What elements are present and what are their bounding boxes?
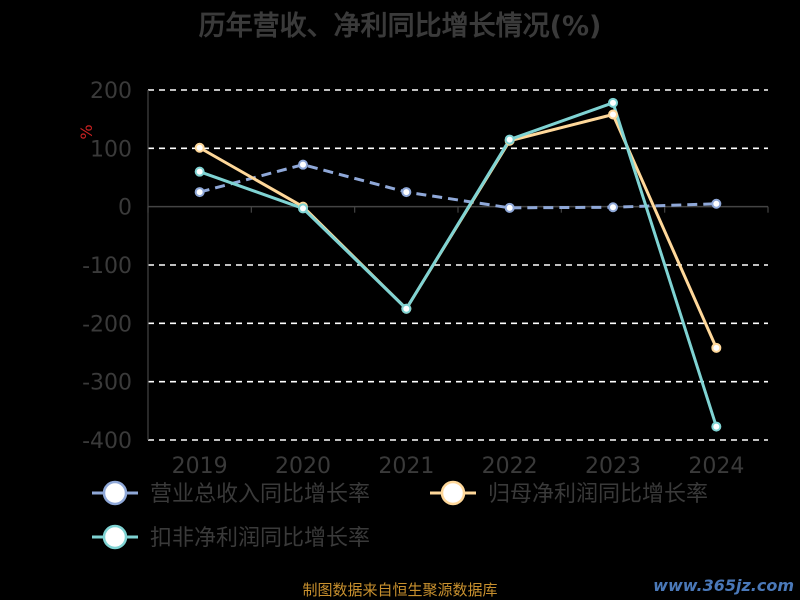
legend-marker [102,524,128,550]
y-tick-label: -100 [82,254,132,279]
data-point [401,187,412,198]
y-tick-label: 200 [90,79,132,104]
x-tick-label: 2020 [275,454,331,479]
data-point [608,109,618,120]
y-axis-ticks: 200 100 0 -100 -200 -300 -400 [82,79,132,454]
data-point [194,142,205,153]
series-lines [194,97,722,432]
y-tick-label: -400 [82,429,132,454]
data-point [711,421,722,432]
data-point [298,159,308,170]
data-point [608,97,618,108]
data-point [711,198,722,209]
y-tick-label: 0 [118,196,132,221]
legend-label: 扣非净利润同比增长率 [150,526,370,551]
data-point [608,202,618,213]
y-tick-label: -200 [82,312,132,337]
data-point [298,203,308,214]
series-line-2 [198,113,718,349]
grid-lines [148,89,768,441]
chart-title: 历年营收、净利同比增长情况(%) [198,11,602,42]
legend-label: 归母净利润同比增长率 [488,482,708,507]
series-line-3 [199,101,718,428]
data-point [194,187,205,198]
x-tick-label: 2022 [482,454,538,479]
source-note: 制图数据来自恒生聚源数据库 [302,581,498,599]
legend-marker [102,480,128,506]
x-tick-label: 2019 [172,454,228,479]
data-point [711,342,722,353]
x-tick-label: 2021 [378,454,434,479]
x-tick-label: 2024 [688,454,744,479]
y-axis-label: % [77,124,96,139]
y-tick-label: -300 [82,371,132,396]
y-tick-label: 100 [90,137,132,162]
x-axis: 2019 2020 2021 2022 2023 2024 [147,90,769,479]
data-point [401,303,412,314]
legend-marker [440,480,466,506]
data-point [504,202,515,213]
legend-label: 营业总收入同比增长率 [150,482,370,507]
watermark: www.365jz.com [653,576,794,595]
data-point [504,134,515,145]
series-line-1 [199,163,717,210]
data-point [194,166,205,177]
x-tick-label: 2023 [585,454,641,479]
